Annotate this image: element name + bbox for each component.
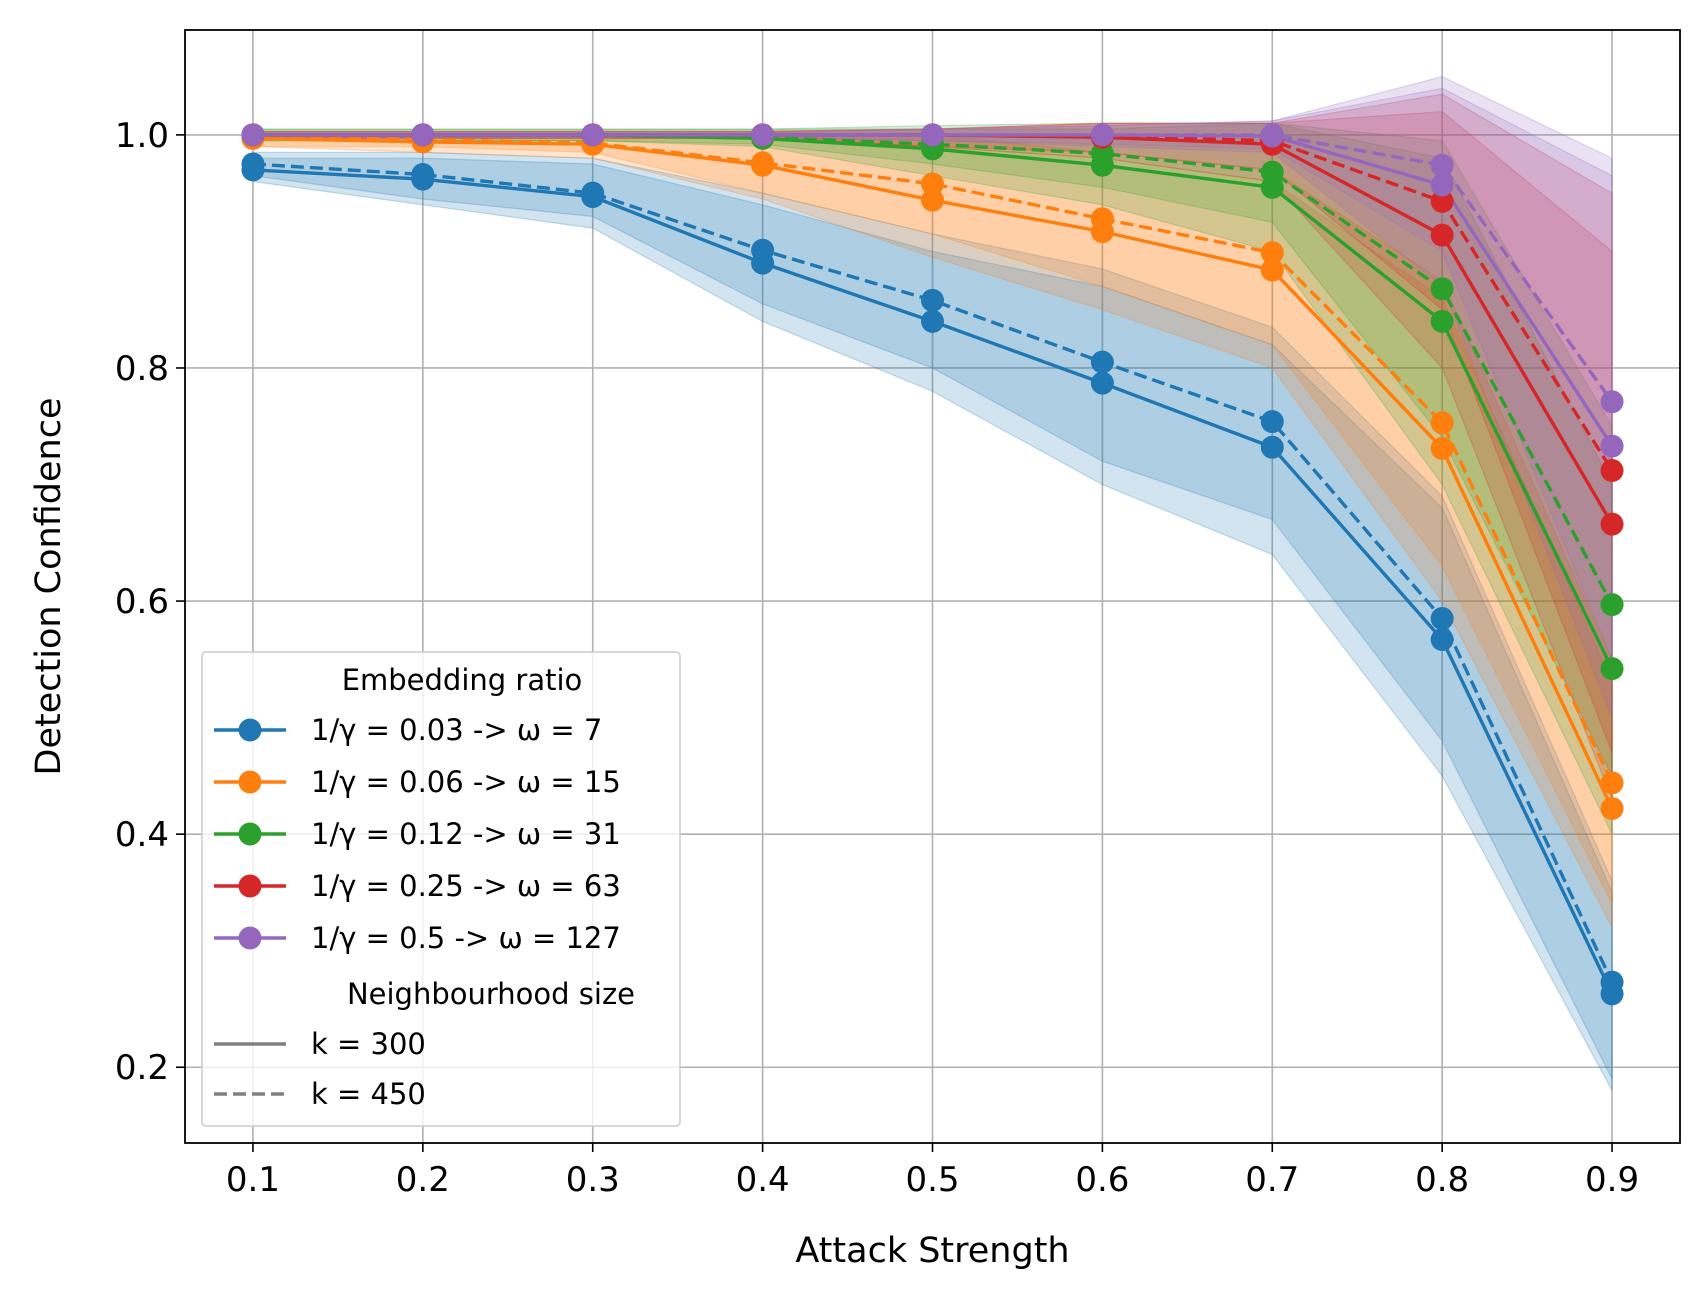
data-point [1600,797,1624,821]
data-point [1260,435,1284,459]
x-tick-label: 0.8 [1415,1160,1469,1200]
data-point [1430,436,1454,460]
legend-label: 1/γ = 0.03 -> ω = 7 [311,713,602,747]
data-point [1260,410,1284,434]
x-tick-label: 0.1 [226,1160,280,1200]
x-tick-label: 0.7 [1245,1160,1299,1200]
legend-marker-swatch [238,926,262,950]
data-point [411,163,435,187]
data-point [411,123,435,147]
data-point [921,123,944,147]
data-point [751,151,775,175]
legend-entry: 1/γ = 0.06 -> ω = 15 [214,765,621,799]
data-point [921,188,944,212]
confidence-band-k450 [252,151,1613,1080]
data-point [1430,628,1454,652]
data-point [1600,434,1624,458]
y-tick-label: 0.6 [115,582,169,622]
data-point [1600,771,1624,795]
data-point [1260,160,1284,184]
legend-marker-swatch [238,874,262,898]
data-point [1090,207,1114,231]
data-point [921,288,944,312]
data-point [1090,350,1114,374]
y-tick-label: 0.4 [115,815,169,855]
data-point [1430,223,1454,247]
data-point [921,309,944,333]
data-point [1090,142,1114,166]
y-tick-label: 0.8 [115,349,169,389]
confidence-band-k300 [252,157,1613,1091]
legend-style-title: Neighbourhood size [347,977,635,1011]
legend-box [201,651,681,1127]
legend-entry: 1/γ = 0.25 -> ω = 63 [214,869,621,903]
legend-entries: 1/γ = 0.03 -> ω = 7 1/γ = 0.06 -> ω = 15 1… [214,713,621,955]
legend-entry: 1/γ = 0.03 -> ω = 7 [214,713,602,747]
series-line-k450 [252,135,1614,784]
legend-entry: 1/γ = 0.12 -> ω = 31 [214,817,621,851]
x-tick-label: 0.4 [736,1160,790,1200]
data-point [1260,258,1284,282]
x-tick-label: 0.6 [1075,1160,1129,1200]
data-point [1600,657,1624,681]
y-tick-label: 1.0 [115,116,169,156]
data-point [1430,607,1454,631]
data-point [751,123,775,147]
data-point [1430,277,1454,301]
data-point [1600,459,1624,483]
axis-ticks: 0.1 0.2 0.3 0.4 0.5 0.6 0.7 0.8 0.9 0.2 0.4 0.6 0.8 1… [115,116,1639,1200]
data-point [751,238,775,262]
x-axis-label: Attack Strength [795,1231,1069,1271]
legend-marker-swatch [238,770,262,794]
legend-style-entries: k = 300 k = 450 [214,1027,426,1111]
legend-marker-swatch [238,718,262,742]
legend-label: 1/γ = 0.06 -> ω = 15 [311,765,621,799]
data-point [1260,123,1284,147]
x-tick-label: 0.5 [905,1160,959,1200]
x-tick-label: 0.3 [566,1160,620,1200]
data-point [1260,241,1284,265]
data-point [581,123,605,147]
legend-title: Embedding ratio [342,663,583,697]
data-point [1600,512,1624,536]
x-tick-label: 0.2 [396,1160,450,1200]
y-tick-label: 0.2 [115,1048,169,1088]
data-point [1600,390,1624,414]
x-tick-label: 0.9 [1585,1160,1639,1200]
legend: Embedding ratio 1/γ = 0.03 -> ω = 71/γ =… [201,651,681,1127]
legend-label: 1/γ = 0.5 -> ω = 127 [311,921,621,955]
legend-label: 1/γ = 0.12 -> ω = 31 [311,817,621,851]
data-point [1430,153,1454,177]
legend-marker-swatch [238,822,262,846]
data-point [1600,593,1624,617]
legend-style-entry: k = 450 [214,1077,426,1111]
legend-style-label: k = 450 [311,1077,426,1111]
data-point [1600,970,1624,994]
legend-entry: 1/γ = 0.5 -> ω = 127 [214,921,621,955]
series-markers [241,123,1624,1006]
data-point [921,172,944,196]
data-point [1430,189,1454,213]
data-point [1090,123,1114,147]
legend-label: 1/γ = 0.25 -> ω = 63 [311,869,621,903]
data-point [1430,411,1454,435]
y-axis-label: Detection Confidence [29,398,69,776]
data-point [581,181,605,205]
data-point [1430,173,1454,197]
legend-style-label: k = 300 [311,1027,426,1061]
data-point [1090,371,1114,395]
data-point [241,152,265,176]
data-point [241,123,265,147]
legend-style-entry: k = 300 [214,1027,426,1061]
data-point [1430,309,1454,333]
